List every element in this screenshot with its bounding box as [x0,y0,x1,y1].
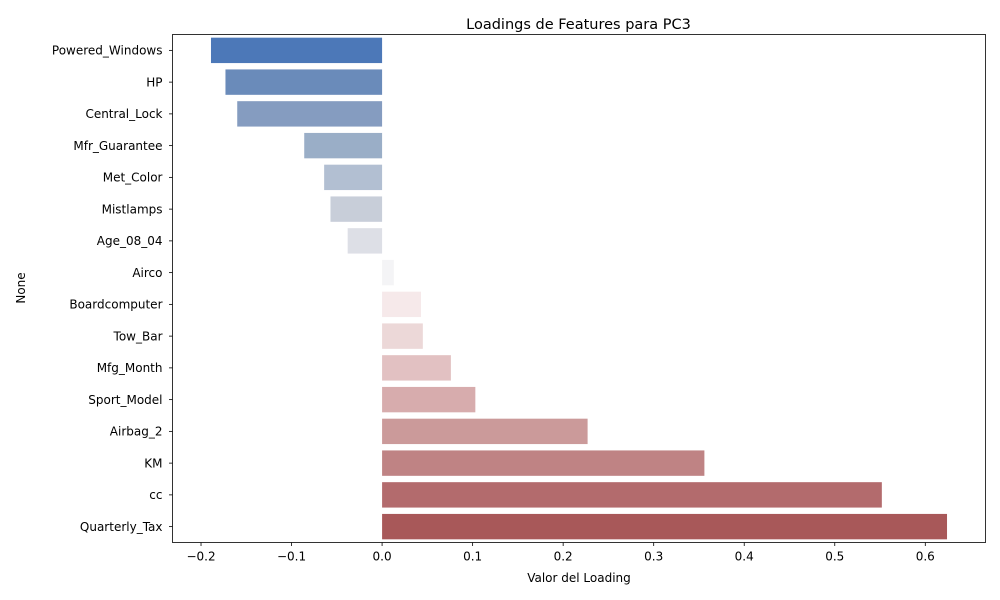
y-tick-label: HP [146,75,162,89]
y-tick-label: Airco [132,266,162,280]
x-tick-label: 0.1 [463,550,482,564]
y-tick-label: Age_08_04 [97,234,163,248]
y-axis-label: None [14,272,28,303]
bar-Central_Lock [237,101,383,127]
bar-cc [382,482,882,508]
x-tick-label: 0.3 [644,550,663,564]
bar-Quarterly_Tax [382,513,948,540]
y-tick-label: Mfr_Guarantee [73,139,162,153]
bar-HP [225,69,383,95]
y-tick-label: cc [149,488,162,502]
bar-Airco [382,259,394,286]
bar-Mistlamps [330,196,383,222]
bar-Powered_Windows [210,37,383,64]
bar-Met_Color [324,164,383,191]
y-tick-label: Central_Lock [85,107,162,121]
x-tick-label: −0.2 [186,550,215,564]
chart-title: Loadings de Features para PC3 [466,17,691,33]
bar-KM [382,450,705,476]
bar-Tow_Bar [382,323,423,349]
y-tick-label: Met_Color [103,171,163,185]
bar-Mfg_Month [382,355,451,381]
x-tick-label: 0.0 [373,550,392,564]
bar-Age_08_04 [347,228,383,254]
x-axis-ticks: −0.2 −0.1 0.0 0.1 0.2 0.3 0.4 0.5 0.6 [186,542,935,564]
bars-group [210,37,948,540]
x-tick-label: 0.2 [554,550,573,564]
bar-Boardcomputer [382,291,422,318]
x-tick-label: 0.6 [916,550,935,564]
y-tick-label: Sport_Model [88,393,162,407]
y-tick-label: Mistlamps [102,202,163,216]
x-axis-label: Valor del Loading [527,571,631,585]
y-tick-label: Boardcomputer [69,298,162,312]
plot-frame [172,34,986,543]
y-tick-label: KM [144,456,162,470]
x-tick-label: 0.4 [735,550,754,564]
y-tick-label: Tow_Bar [113,329,163,343]
bar-Airbag_2 [382,418,588,445]
x-tick-label: −0.1 [277,550,306,564]
bar-Mfr_Guarantee [304,132,383,159]
y-axis-ticks: Powered_Windows HP Central_Lock Mfr_Guarant… [52,44,173,534]
y-tick-label: Mfg_Month [97,361,163,375]
x-tick-label: 0.5 [825,550,844,564]
y-tick-label: Quarterly_Tax [80,520,163,534]
y-tick-label: Airbag_2 [110,425,163,439]
y-tick-label: Powered_Windows [52,44,163,58]
bar-Sport_Model [382,386,476,413]
